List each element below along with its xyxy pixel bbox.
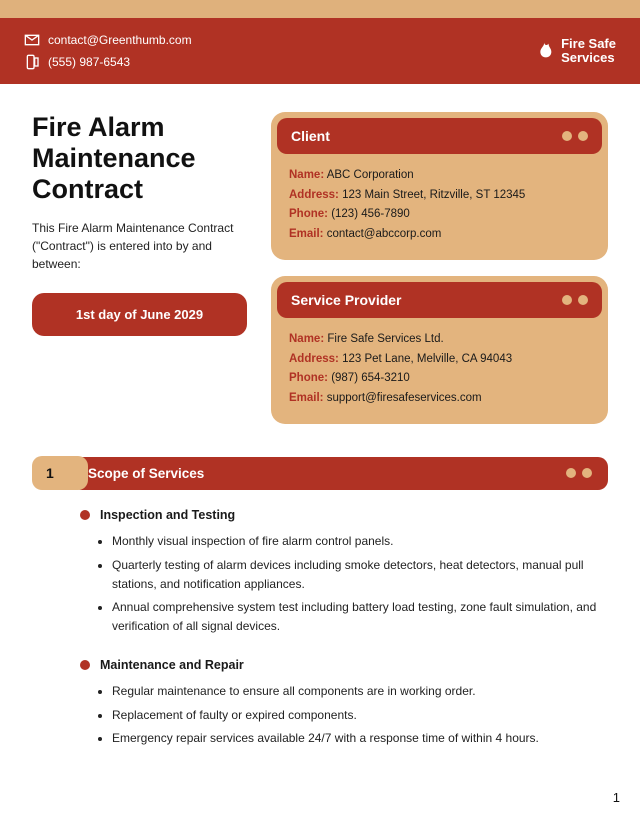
page-title: Fire Alarm Maintenance Contract bbox=[32, 112, 247, 205]
client-card-head: Client bbox=[277, 118, 602, 154]
header-bar: contact@Greenthumb.com (555) 987-6543 Fi… bbox=[0, 18, 640, 84]
provider-card: Service Provider Name: Fire Safe Service… bbox=[271, 276, 608, 424]
subheading-maintenance: Maintenance and Repair bbox=[80, 658, 598, 672]
client-name-label: Name: bbox=[289, 169, 324, 181]
provider-email: support@firesafeservices.com bbox=[327, 392, 482, 404]
contact-email: contact@Greenthumb.com bbox=[48, 33, 192, 47]
brand: Fire SafeServices bbox=[533, 37, 616, 66]
date-pill: 1st day of June 2029 bbox=[32, 293, 247, 336]
provider-phone: (987) 654-3210 bbox=[331, 372, 410, 384]
client-phone: (123) 456-7890 bbox=[331, 208, 410, 220]
list-item: Annual comprehensive system test includi… bbox=[112, 598, 598, 636]
list-item: Quarterly testing of alarm devices inclu… bbox=[112, 556, 598, 594]
section-number: 1 bbox=[32, 456, 88, 490]
client-card: Client Name: ABC Corporation Address: 12… bbox=[271, 112, 608, 260]
mail-icon bbox=[24, 32, 40, 48]
provider-email-label: Email: bbox=[289, 392, 324, 404]
provider-address-label: Address: bbox=[289, 353, 339, 365]
contact-block: contact@Greenthumb.com (555) 987-6543 bbox=[24, 32, 192, 70]
contact-phone: (555) 987-6543 bbox=[48, 55, 130, 69]
section-scope: 1 Scope of Services Inspection and Testi… bbox=[32, 456, 608, 748]
list-item: Emergency repair services available 24/7… bbox=[112, 729, 598, 748]
flame-icon bbox=[533, 38, 555, 64]
client-email-label: Email: bbox=[289, 228, 324, 240]
client-name: ABC Corporation bbox=[327, 169, 414, 181]
dots-decor bbox=[562, 131, 588, 141]
intro-text: This Fire Alarm Maintenance Contract ("C… bbox=[32, 219, 247, 273]
client-address-label: Address: bbox=[289, 189, 339, 201]
client-email: contact@abccorp.com bbox=[327, 228, 442, 240]
bullet-icon bbox=[80, 660, 90, 670]
right-column: Client Name: ABC Corporation Address: 12… bbox=[271, 112, 608, 424]
dots-decor bbox=[566, 468, 592, 478]
contact-phone-row: (555) 987-6543 bbox=[24, 54, 192, 70]
dots-decor bbox=[562, 295, 588, 305]
section-title: Scope of Services bbox=[88, 466, 204, 481]
subheading-inspection: Inspection and Testing bbox=[80, 508, 598, 522]
provider-card-body: Name: Fire Safe Services Ltd. Address: 1… bbox=[271, 318, 608, 410]
list-item: Regular maintenance to ensure all compon… bbox=[112, 682, 598, 701]
provider-card-head: Service Provider bbox=[277, 282, 602, 318]
client-heading: Client bbox=[291, 128, 330, 144]
list-item: Monthly visual inspection of fire alarm … bbox=[112, 532, 598, 551]
scope-body: Inspection and Testing Monthly visual in… bbox=[32, 490, 608, 748]
section-head: 1 Scope of Services bbox=[32, 456, 608, 490]
contact-email-row: contact@Greenthumb.com bbox=[24, 32, 192, 48]
brand-text: Fire SafeServices bbox=[561, 37, 616, 66]
page-number: 1 bbox=[0, 786, 640, 815]
provider-phone-label: Phone: bbox=[289, 372, 328, 384]
section-bar: Scope of Services bbox=[72, 457, 608, 490]
provider-name: Fire Safe Services Ltd. bbox=[327, 333, 443, 345]
client-phone-label: Phone: bbox=[289, 208, 328, 220]
provider-heading: Service Provider bbox=[291, 292, 402, 308]
top-strip bbox=[0, 0, 640, 18]
phone-icon bbox=[24, 54, 40, 70]
client-address: 123 Main Street, Ritzville, ST 12345 bbox=[342, 189, 525, 201]
sub2-list: Regular maintenance to ensure all compon… bbox=[80, 682, 598, 748]
content: Fire Alarm Maintenance Contract This Fir… bbox=[0, 84, 640, 786]
list-item: Replacement of faulty or expired compone… bbox=[112, 706, 598, 725]
provider-name-label: Name: bbox=[289, 333, 324, 345]
client-card-body: Name: ABC Corporation Address: 123 Main … bbox=[271, 154, 608, 246]
left-column: Fire Alarm Maintenance Contract This Fir… bbox=[32, 112, 247, 424]
sub1-list: Monthly visual inspection of fire alarm … bbox=[80, 532, 598, 636]
provider-address: 123 Pet Lane, Melville, CA 94043 bbox=[342, 353, 512, 365]
sub2-heading: Maintenance and Repair bbox=[100, 658, 244, 672]
bullet-icon bbox=[80, 510, 90, 520]
sub1-heading: Inspection and Testing bbox=[100, 508, 235, 522]
